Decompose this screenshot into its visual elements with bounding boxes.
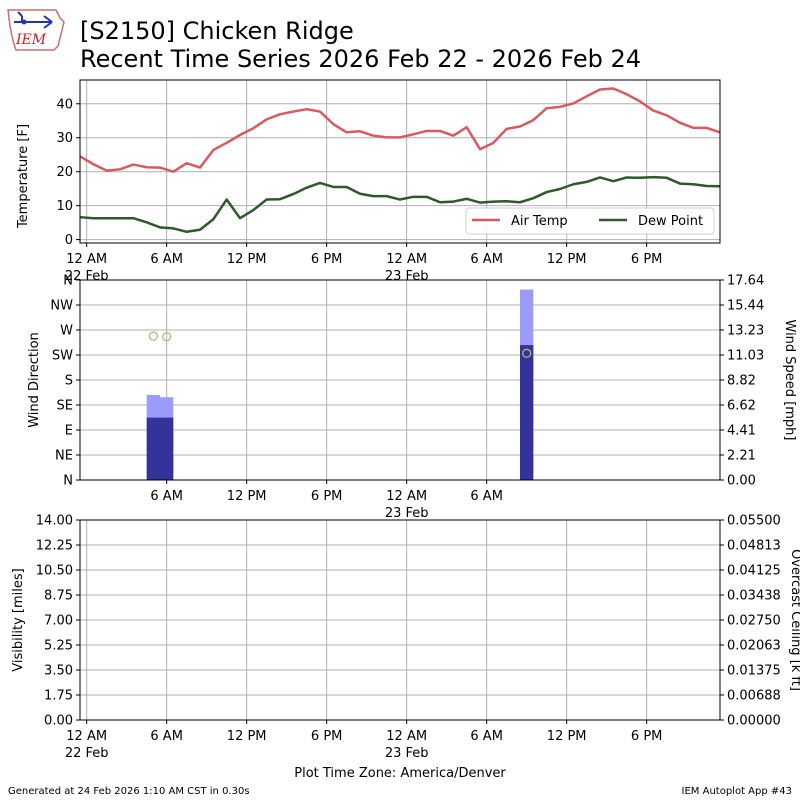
wind-direction-y-axis-label: Wind Direction xyxy=(27,332,42,428)
y2-tick-label: 2.21 xyxy=(727,449,756,464)
y-tick-label: 1.75 xyxy=(44,689,73,704)
y-tick-label: 0.00 xyxy=(44,714,73,729)
y-tick-label: N xyxy=(63,474,73,489)
visibility-y-axis-label: Visibility [miles] xyxy=(11,568,26,671)
y-tick-label: 8.75 xyxy=(44,589,73,604)
y-tick-label: 20 xyxy=(56,165,73,180)
y-tick-label: 40 xyxy=(56,97,73,112)
wind-speed-bar xyxy=(520,345,534,480)
x-tick-date-label: 22 Feb xyxy=(65,746,109,761)
legend-box xyxy=(465,207,715,235)
wind-speed-bar xyxy=(146,417,160,480)
x-tick-label: 6 PM xyxy=(631,729,662,744)
panel-frame xyxy=(79,79,721,244)
panel-frame xyxy=(79,519,721,721)
legend-dew-point-label: Dew Point xyxy=(638,214,703,229)
y2-tick-label: 0.03438 xyxy=(727,589,781,604)
x-tick-label: 6 AM xyxy=(470,489,503,504)
y-tick-label: 5.25 xyxy=(44,639,73,654)
plot-timezone-label: Plot Time Zone: America/Denver xyxy=(294,766,506,781)
panel-frame xyxy=(79,279,721,481)
visibility-panel: 0.00 1.75 3.50 5.25 7.00 8.75 10.50 12.25 14.00 0… xyxy=(36,514,781,762)
y2-tick-label: 0.01375 xyxy=(727,664,781,679)
y2-tick-label: 8.82 xyxy=(727,374,756,389)
legend-air-temp-label: Air Temp xyxy=(511,214,568,229)
ceiling-y-axis-label: Overcast Ceiling [k ft] xyxy=(788,549,800,691)
x-tick-label: 6 PM xyxy=(311,252,342,267)
y2-tick-label: 15.44 xyxy=(727,299,764,314)
x-tick-label: 12 AM xyxy=(386,729,427,744)
dew-point-series-line xyxy=(79,175,721,234)
x-tick-label: 12 AM xyxy=(66,729,107,744)
y-tick-label: W xyxy=(60,324,73,339)
y2-tick-label: 0.05500 xyxy=(727,514,781,529)
x-tick-label: 12 AM xyxy=(386,489,427,504)
y2-tick-label: 0.02063 xyxy=(727,639,781,654)
x-tick-label: 12 PM xyxy=(547,729,587,744)
y2-tick-label: 0.00 xyxy=(727,474,756,489)
x-tick-label: 12 PM xyxy=(547,252,587,267)
logo-text: IEM xyxy=(15,32,47,48)
wind-speed-bar xyxy=(160,417,174,480)
wind-direction-marker xyxy=(522,348,532,358)
y-tick-label: N xyxy=(63,274,73,289)
y2-tick-label: 0.02750 xyxy=(727,614,781,629)
y-tick-label: 12.25 xyxy=(36,539,73,554)
y-tick-label: S xyxy=(65,374,73,389)
y-tick-label: NE xyxy=(55,449,73,464)
chart-title-line2: Recent Time Series 2026 Feb 22 - 2026 Fe… xyxy=(80,45,641,73)
y2-tick-label: 0.04813 xyxy=(727,539,781,554)
air-temp-series-line xyxy=(79,87,721,173)
y-tick-label: 3.50 xyxy=(44,664,73,679)
generated-footer: Generated at 24 Feb 2026 1:10 AM CST in … xyxy=(8,786,250,797)
x-tick-label: 12 PM xyxy=(227,489,267,504)
y2-tick-label: 0.00000 xyxy=(727,714,781,729)
y-tick-label: 0 xyxy=(65,233,73,248)
x-tick-label: 12 AM xyxy=(386,252,427,267)
y-tick-label: E xyxy=(65,424,73,439)
y2-tick-label: 0.00688 xyxy=(727,689,781,704)
x-tick-date-label: 23 Feb xyxy=(385,746,429,761)
temperature-legend: Air Temp Dew Point xyxy=(465,207,715,235)
x-tick-label: 6 AM xyxy=(150,729,183,744)
x-tick-label: 6 PM xyxy=(311,489,342,504)
x-tick-label: 6 AM xyxy=(150,252,183,267)
temperature-y-axis-label: Temperature [F] xyxy=(16,124,31,229)
y-tick-label: 10 xyxy=(56,199,73,214)
x-tick-label: 6 PM xyxy=(311,729,342,744)
y-tick-label: SW xyxy=(52,349,73,364)
x-tick-label: 12 PM xyxy=(227,729,267,744)
wind-speed-y-axis-label: Wind Speed [mph] xyxy=(782,320,797,441)
x-tick-label: 6 AM xyxy=(150,489,183,504)
x-tick-label: 12 PM xyxy=(227,252,267,267)
x-tick-label: 6 AM xyxy=(470,729,503,744)
x-tick-date-label: 23 Feb xyxy=(385,506,429,521)
y-tick-label: 30 xyxy=(56,131,73,146)
y2-tick-label: 11.03 xyxy=(727,349,764,364)
weather-dot-icon xyxy=(21,19,27,25)
y-tick-label: SE xyxy=(57,399,73,414)
wind-direction-marker xyxy=(148,331,158,341)
y-tick-label: 10.50 xyxy=(36,564,73,579)
chart-title-line1: [S2150] Chicken Ridge xyxy=(80,17,354,45)
app-footer: IEM Autoplot App #43 xyxy=(682,786,792,797)
y-tick-label: NW xyxy=(50,299,73,314)
y2-tick-label: 4.41 xyxy=(727,424,756,439)
iem-logo: IEM xyxy=(7,9,65,51)
x-tick-label: 6 PM xyxy=(631,252,662,267)
y2-tick-label: 6.62 xyxy=(727,399,756,414)
x-tick-label: 6 AM xyxy=(470,252,503,267)
y2-tick-label: 17.64 xyxy=(727,274,764,289)
y2-tick-label: 0.04125 xyxy=(727,564,781,579)
x-tick-label: 12 AM xyxy=(66,252,107,267)
wind-panel: N NE E SE S SW W NW N 0.00 2.21 4.41 6.62 8.82 11.03 13… xyxy=(50,274,764,522)
y2-tick-label: 13.23 xyxy=(727,324,764,339)
y-tick-label: 14.00 xyxy=(36,514,73,529)
wind-direction-marker xyxy=(162,332,172,342)
y-tick-label: 7.00 xyxy=(44,614,73,629)
